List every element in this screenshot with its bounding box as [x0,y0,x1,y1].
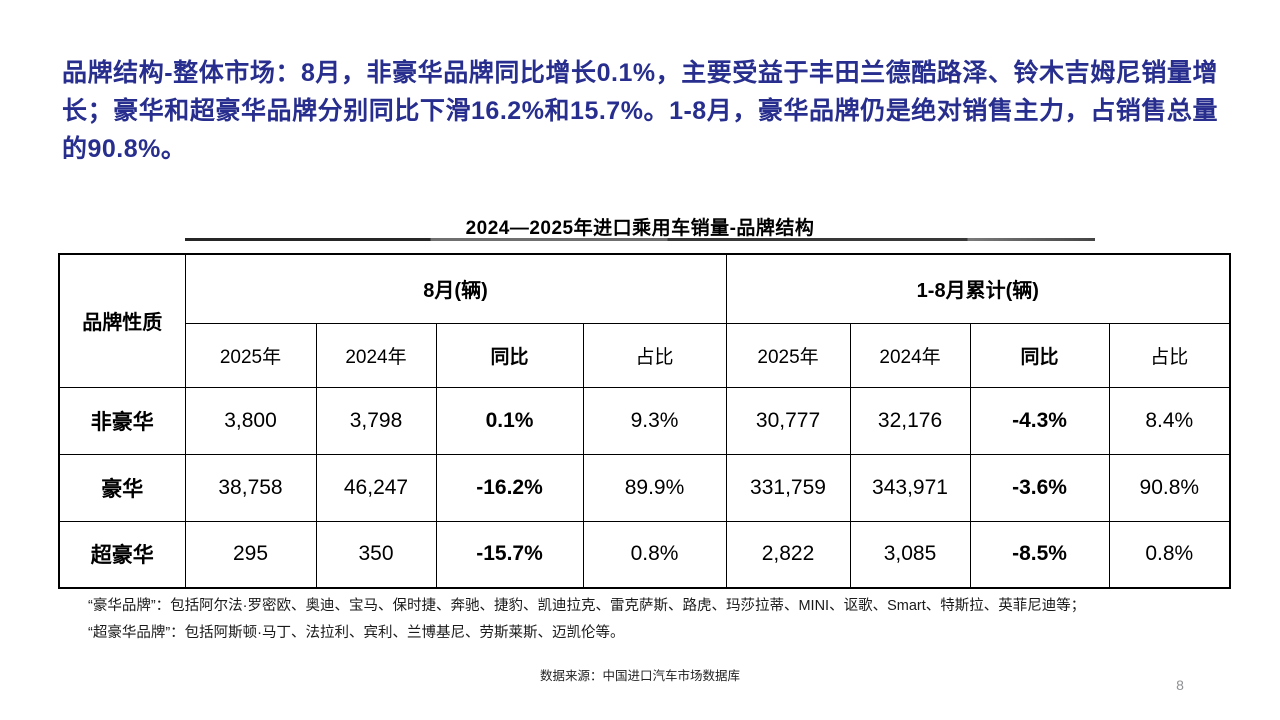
cell-aug-yoy: -15.7% [435,520,584,589]
data-source-caption: 数据来源：中国进口汽车市场数据库 [539,669,740,683]
title-underline [185,238,1095,241]
cell-ytd-share: 0.8% [1108,520,1231,589]
table-row-luxury: 豪华 38,758 46,247 -16.2% 89.9% 331,759 34… [58,453,1231,522]
cell-aug-2024: 3,798 [315,386,437,455]
row-label: 超豪华 [58,520,186,589]
cell-aug-yoy: 0.1% [435,386,584,455]
subheader-aug-share: 占比 [582,322,727,388]
group-header-ytd: 1-8月累计(辆) [725,253,1231,324]
cell-ytd-share: 90.8% [1108,453,1231,522]
sales-table: 品牌性质 8月(辆) 1-8月累计(辆) 2025年 2024年 同比 占比 2… [58,253,1232,589]
cell-ytd-yoy: -4.3% [969,386,1110,455]
table-header-group-row: 品牌性质 8月(辆) 1-8月累计(辆) [58,253,1231,388]
cell-ytd-2024: 32,176 [849,386,971,455]
cell-ytd-2024: 343,971 [849,453,971,522]
cell-ytd-yoy: -3.6% [969,453,1110,522]
footnote-super-luxury-brands: “超豪华品牌”：包括阿斯顿·马丁、法拉利、宾利、兰博基尼、劳斯莱斯、迈凯伦等。 [88,625,625,641]
footnote-luxury-brands: “豪华品牌”：包括阿尔法·罗密欧、奥迪、宝马、保时捷、奔驰、捷豹、凯迪拉克、雷克… [88,598,1086,614]
row-label: 非豪华 [58,386,186,455]
subheader-ytd-share: 占比 [1108,322,1231,388]
cell-aug-2024: 350 [315,520,437,589]
cell-aug-2024: 46,247 [315,453,437,522]
cell-ytd-2024: 3,085 [849,520,971,589]
row-label: 豪华 [58,453,186,522]
headline: 品牌结构-整体市场：8月，非豪华品牌同比增长0.1%，主要受益于丰田兰德酷路泽、… [62,59,1218,163]
table-subheader-row: 2025年 2024年 同比 占比 2025年 2024年 同比 占比 [59,322,1231,388]
page-number: 8 [1176,677,1184,693]
table-title: 2024—2025年进口乘用车销量-品牌结构 [465,218,815,239]
cell-aug-2025: 38,758 [184,453,317,522]
subheader-aug-yoy: 同比 [435,322,584,388]
subheader-ytd-2025: 2025年 [725,322,851,388]
subheader-aug-2025: 2025年 [184,322,317,388]
cell-ytd-2025: 30,777 [725,386,851,455]
corner-header-cell: 品牌性质 [58,253,186,388]
cell-ytd-share: 8.4% [1108,386,1231,455]
cell-ytd-2025: 331,759 [725,453,851,522]
subheader-ytd-2024: 2024年 [849,322,971,388]
subheader-aug-2024: 2024年 [315,322,437,388]
cell-aug-share: 9.3% [582,386,727,455]
table-row-non-luxury: 非豪华 3,800 3,798 0.1% 9.3% 30,777 32,176 … [58,386,1231,455]
group-header-august: 8月(辆) [184,253,727,324]
table-title-wrap: 2024—2025年进口乘用车销量-品牌结构 [185,213,1095,240]
footnotes: “豪华品牌”：包括阿尔法·罗密欧、奥迪、宝马、保时捷、奔驰、捷豹、凯迪拉克、雷克… [88,596,1228,650]
cell-aug-2025: 3,800 [184,386,317,455]
cell-aug-share: 0.8% [582,520,727,589]
cell-ytd-yoy: -8.5% [969,520,1110,589]
cell-aug-2025: 295 [184,520,317,589]
cell-aug-share: 89.9% [582,453,727,522]
table-row-super-luxury: 超豪华 295 350 -15.7% 0.8% 2,822 3,085 -8.5… [58,520,1231,589]
cell-aug-yoy: -16.2% [435,453,584,522]
cell-ytd-2025: 2,822 [725,520,851,589]
subheader-ytd-yoy: 同比 [969,322,1110,388]
